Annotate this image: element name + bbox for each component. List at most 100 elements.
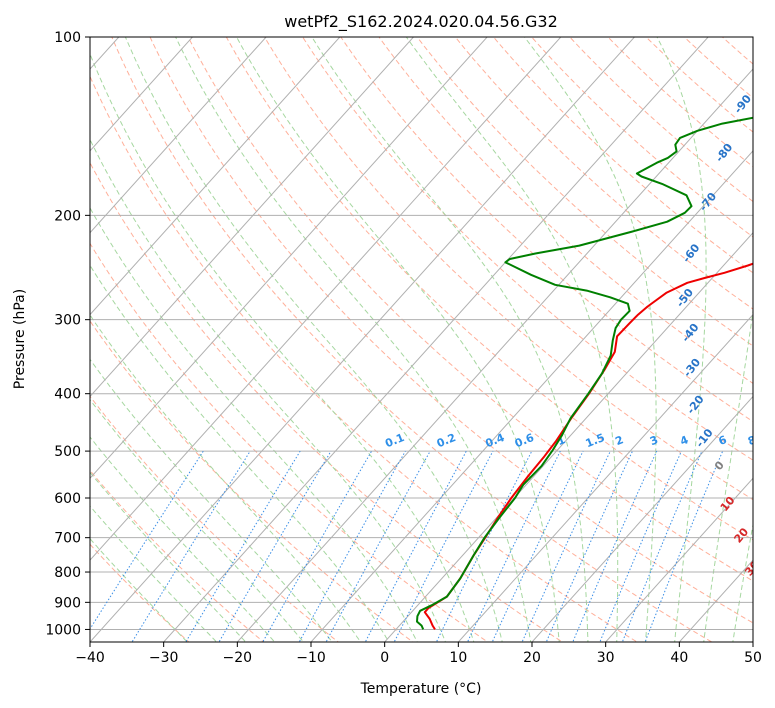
mixing-ratio-label: 1	[555, 433, 567, 448]
moist-adiabat-line	[311, 37, 589, 642]
mixing-ratio-line	[545, 450, 633, 642]
dry-adiabat-line	[378, 37, 753, 385]
x-tick-label: 10	[449, 650, 467, 666]
dry-adiabat-line	[530, 37, 753, 238]
y-tick-label: 900	[54, 595, 81, 611]
y-tick-label: 800	[54, 565, 81, 581]
moist-adiabat-line	[90, 314, 362, 642]
dry-adiabat-line	[340, 37, 753, 423]
mixing-ratio-label: 8	[746, 433, 758, 448]
y-tick-label: 400	[54, 387, 81, 403]
dry-adiabat-line	[90, 75, 639, 642]
moist-adiabat-line	[90, 206, 418, 642]
dry-adiabat-label: -100	[748, 39, 775, 69]
mixing-ratio-label: 6	[717, 433, 729, 448]
y-tick-label: 100	[54, 30, 81, 46]
moist-adiabat-line	[90, 358, 333, 642]
x-tick-label: 20	[523, 650, 541, 666]
dry-adiabat-line	[454, 37, 753, 310]
isotherm-line	[383, 231, 753, 642]
dry-adiabat-line	[149, 37, 753, 624]
axis-ticks: −40 −30 −20 −10 0 10 20 30 40 5010020030040050060…	[45, 30, 762, 666]
moist-adiabat-line	[236, 37, 560, 642]
dry-adiabat-line	[90, 469, 265, 642]
dry-adiabat-label: -80	[713, 141, 736, 165]
mixing-ratio-label: 3	[648, 433, 660, 448]
moist-adiabat-line	[732, 521, 753, 642]
dry-adiabat-label: -40	[679, 321, 702, 345]
dry-adiabat-label: -20	[684, 393, 707, 417]
mixing-ratio-line	[621, 450, 703, 642]
moist-adiabat-line	[175, 37, 532, 642]
mixing-ratio-line	[599, 450, 682, 642]
isotherm-line	[90, 37, 194, 152]
mixing-ratio-label: 10	[765, 432, 775, 450]
mixing-ratio-label: 1.5	[584, 431, 607, 450]
dry-adiabat-line	[302, 37, 753, 461]
y-tick-label: 600	[54, 491, 81, 507]
isotherm-line	[90, 37, 267, 234]
temperature-profile-line	[423, 262, 753, 630]
isotherm-line	[457, 313, 753, 642]
mixing-ratio-line	[393, 450, 494, 642]
dry-adiabat-line	[569, 37, 753, 203]
isotherm-line	[90, 37, 341, 316]
moist-adiabat-line	[90, 398, 305, 642]
moist-adiabat-line	[90, 537, 188, 642]
isotherm-line	[90, 37, 562, 561]
mixing-ratio-label: 0.1	[383, 431, 406, 450]
isotherm-line	[0, 10, 70, 654]
mixing-ratio-label: 4	[678, 433, 690, 448]
moist-adiabat-line	[90, 471, 247, 642]
moist-adiabat-line	[90, 505, 218, 642]
mixing-ratio-line	[131, 450, 251, 642]
dry-adiabat-line	[90, 242, 489, 642]
x-tick-label: 30	[597, 650, 615, 666]
chart-title: wetPf2_S162.2024.020.04.56.G32	[284, 12, 558, 32]
isotherm-line	[90, 37, 488, 480]
isotherm-line	[531, 395, 753, 642]
dry-adiabat-line	[683, 37, 753, 99]
y-tick-label: 500	[54, 444, 81, 460]
dry-adiabat-label: -90	[732, 92, 755, 116]
mixing-ratio-label: 0.6	[513, 431, 536, 450]
isotherm-line	[162, 37, 709, 642]
dewpoint-profile-line	[416, 116, 753, 630]
x-tick-label: −20	[223, 650, 253, 666]
isotherm-line	[310, 150, 753, 642]
y-axis-label: Pressure (hPa)	[12, 289, 28, 389]
dry-adiabat-label: -50	[674, 286, 697, 310]
dry-adiabat-line	[90, 543, 190, 642]
moist-adiabat-line	[523, 37, 657, 642]
dry-adiabat-line	[90, 395, 340, 642]
mixing-ratio-line	[185, 450, 301, 642]
dry-adiabat-label: -60	[680, 241, 703, 265]
moist-adiabat-label: 40	[759, 589, 775, 609]
dry-adiabat-label: -30	[681, 356, 704, 380]
moist-adiabat-line	[124, 37, 503, 642]
mixing-ratio-line	[435, 450, 533, 642]
isotherm-line	[236, 68, 753, 642]
y-tick-label: 1000	[45, 622, 81, 638]
dry-adiabat-line	[90, 320, 414, 642]
moist-adiabat-line	[656, 37, 707, 642]
x-tick-label: −10	[296, 650, 326, 666]
mixing-ratio-label: 2	[613, 433, 625, 448]
mixing-ratio-line	[466, 450, 561, 642]
x-tick-label: 0	[380, 650, 389, 666]
mixing-ratio-line	[218, 450, 332, 642]
plot-frame	[89, 36, 754, 643]
dry-adiabat-line	[187, 37, 753, 582]
y-tick-label: 300	[54, 313, 81, 329]
moist-adiabat-label: 0	[712, 458, 727, 472]
y-tick-label: 200	[54, 208, 81, 224]
mixing-ratio-line	[364, 450, 467, 642]
moist-adiabat-label: 10	[718, 494, 738, 514]
mixing-ratio-label: 0.4	[483, 431, 506, 450]
x-axis-label: Temperature (°C)	[360, 681, 482, 697]
mixing-ratio-line	[90, 450, 204, 630]
moist-adiabat-label: 30	[742, 558, 762, 578]
moist-adiabat-line	[90, 264, 390, 642]
mixing-ratio-label: 0.2	[435, 431, 458, 450]
